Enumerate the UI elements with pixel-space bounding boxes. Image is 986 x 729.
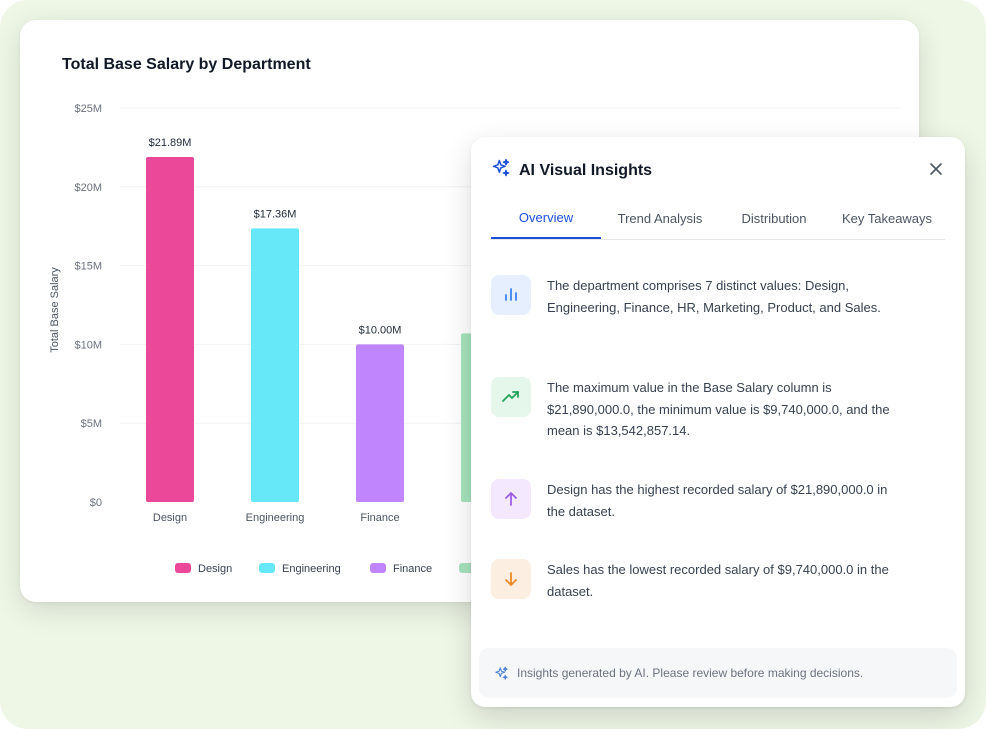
sparkles-icon [491,158,511,183]
insight-text: The maximum value in the Base Salary col… [547,380,890,438]
tab-trend-analysis[interactable]: Trend Analysis [617,210,703,226]
bar [146,157,194,502]
trending-up-icon [491,377,531,417]
insights-tabs: Overview Trend Analysis Distribution Key… [491,197,945,240]
panel-title: AI Visual Insights [519,161,653,179]
footer-text: Insights generated by AI. Please review … [517,666,864,680]
legend-label: Design [198,563,232,575]
ai-insights-panel: AI Visual Insights Overview Trend Analys… [471,137,965,707]
insight-item: The department comprises 7 distinct valu… [491,275,931,318]
insight-text: Design has the highest recorded salary o… [547,482,888,519]
x-tick-label: Engineering [246,512,305,524]
chart-title: Total Base Salary by Department [62,56,311,73]
sparkles-icon [494,666,509,681]
insight-text: The department comprises 7 distinct valu… [547,278,881,315]
legend-swatch [259,563,275,573]
y-tick-label: $10M [74,339,102,351]
bar [251,228,299,502]
bar-chart-icon [491,275,531,315]
insight-item: Sales has the lowest recorded salary of … [491,559,931,602]
tab-overview[interactable]: Overview [491,197,601,239]
tab-distribution[interactable]: Distribution [741,210,807,226]
legend-swatch [175,563,191,573]
insight-item: The maximum value in the Base Salary col… [491,377,931,442]
y-tick-label: $20M [74,182,102,194]
y-tick-label: $25M [74,103,102,115]
y-axis-label: Total Base Salary [49,267,61,353]
y-tick-label: $15M [74,261,102,273]
insight-item: Design has the highest recorded salary o… [491,479,931,522]
panel-footer: Insights generated by AI. Please review … [479,648,957,698]
data-label: $17.36M [254,208,297,220]
data-label: $10.00M [359,324,402,336]
legend-swatch [370,563,386,573]
insight-text: Sales has the lowest recorded salary of … [547,562,889,599]
legend-label: Finance [393,563,432,575]
bar [356,344,404,502]
close-icon [930,163,942,175]
x-tick-label: Design [153,512,187,524]
data-label: $21.89M [149,137,192,149]
legend-label: Engineering [282,563,341,575]
tab-key-takeaways[interactable]: Key Takeaways [841,210,933,226]
panel-header: AI Visual Insights [491,158,652,183]
arrow-up-icon [491,479,531,519]
x-tick-label: Finance [360,512,399,524]
close-button[interactable] [927,160,945,178]
arrow-down-icon [491,559,531,599]
y-tick-label: $0 [90,497,102,509]
y-tick-label: $5M [81,418,102,430]
